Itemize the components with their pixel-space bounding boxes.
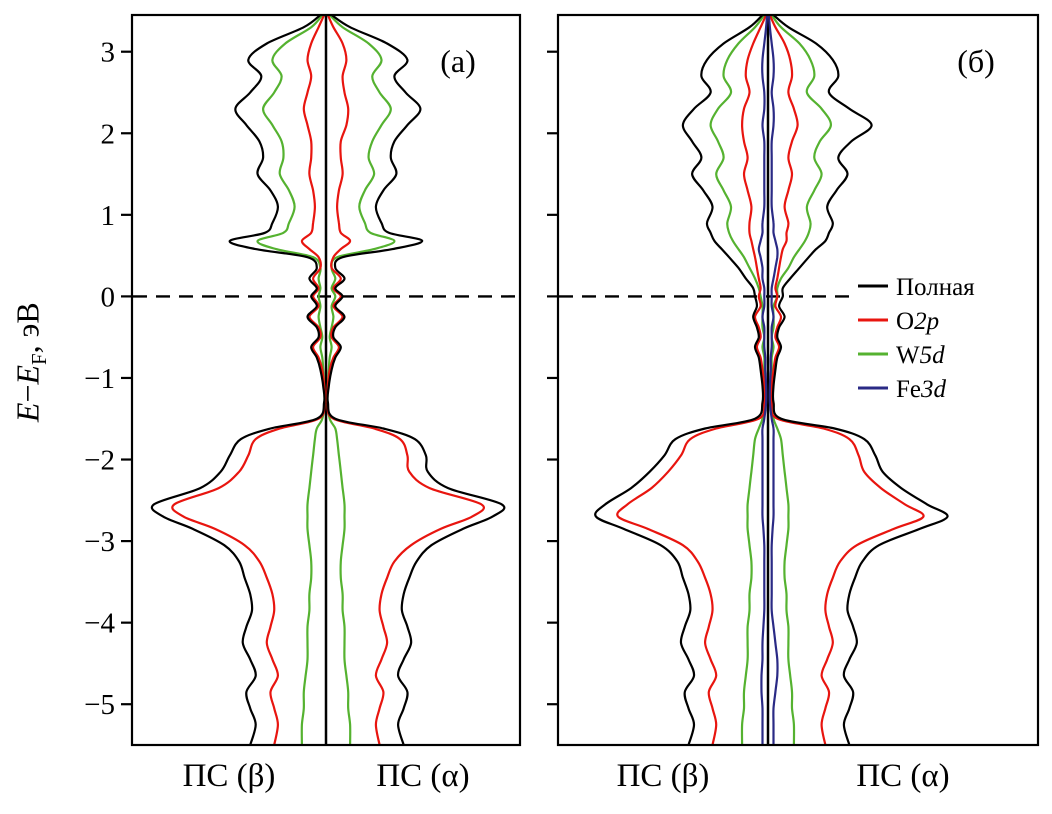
series-w5d-alpha-line [326, 15, 396, 745]
y-tick-label: 2 [101, 118, 116, 150]
y-tick-label: 0 [101, 281, 116, 313]
x-axis-label-beta: ПС (β) [183, 758, 276, 794]
legend-background [854, 260, 1034, 406]
x-axis-label-alpha: ПС (α) [376, 758, 469, 794]
series-w5d-beta-line [709, 15, 767, 745]
legend: Полная O2p W5d Fe3d [854, 260, 1034, 406]
series-o2p-beta-line [171, 15, 326, 745]
panel-label: (б) [957, 43, 995, 79]
legend-label-o2p: O2p [896, 308, 939, 335]
panel-label: (а) [440, 43, 476, 79]
panel-a: 3 2 1 0 −1 −2 −3 −4 −5 (а) ПС (β) ПС (α) [84, 13, 522, 794]
y-tick-label: −4 [84, 608, 115, 640]
series-fe3d-alpha-line [767, 15, 779, 745]
series-total-beta-line [594, 15, 765, 745]
x-axis-label-alpha: ПС (α) [856, 758, 949, 794]
y-tick-label: −2 [84, 445, 115, 477]
series-w5d-beta-line [256, 15, 326, 745]
y-tick-label: −3 [84, 526, 115, 558]
series-total-beta-line [150, 15, 326, 745]
legend-label-fe3d: Fe3d [896, 376, 947, 403]
y-tick-label: 1 [101, 200, 116, 232]
panel-frame [556, 13, 1040, 747]
legend-label-total: Полная [896, 274, 975, 301]
series-o2p-alpha-line [768, 15, 925, 745]
series-fe3d-beta-line [757, 15, 769, 745]
series-w5d-alpha-line [769, 15, 832, 745]
y-tick-label: −5 [84, 689, 115, 721]
series-total-alpha-line [326, 15, 506, 745]
series-total-alpha-line [771, 15, 949, 745]
y-tick-label: −1 [84, 363, 115, 395]
x-axis-label-beta: ПС (β) [617, 758, 710, 794]
series-o2p-alpha-line [326, 15, 485, 745]
panel-frame [130, 13, 522, 747]
legend-label-w5d: W5d [896, 342, 945, 369]
y-tick-label: 3 [101, 37, 116, 69]
series-o2p-beta-line [616, 15, 768, 745]
